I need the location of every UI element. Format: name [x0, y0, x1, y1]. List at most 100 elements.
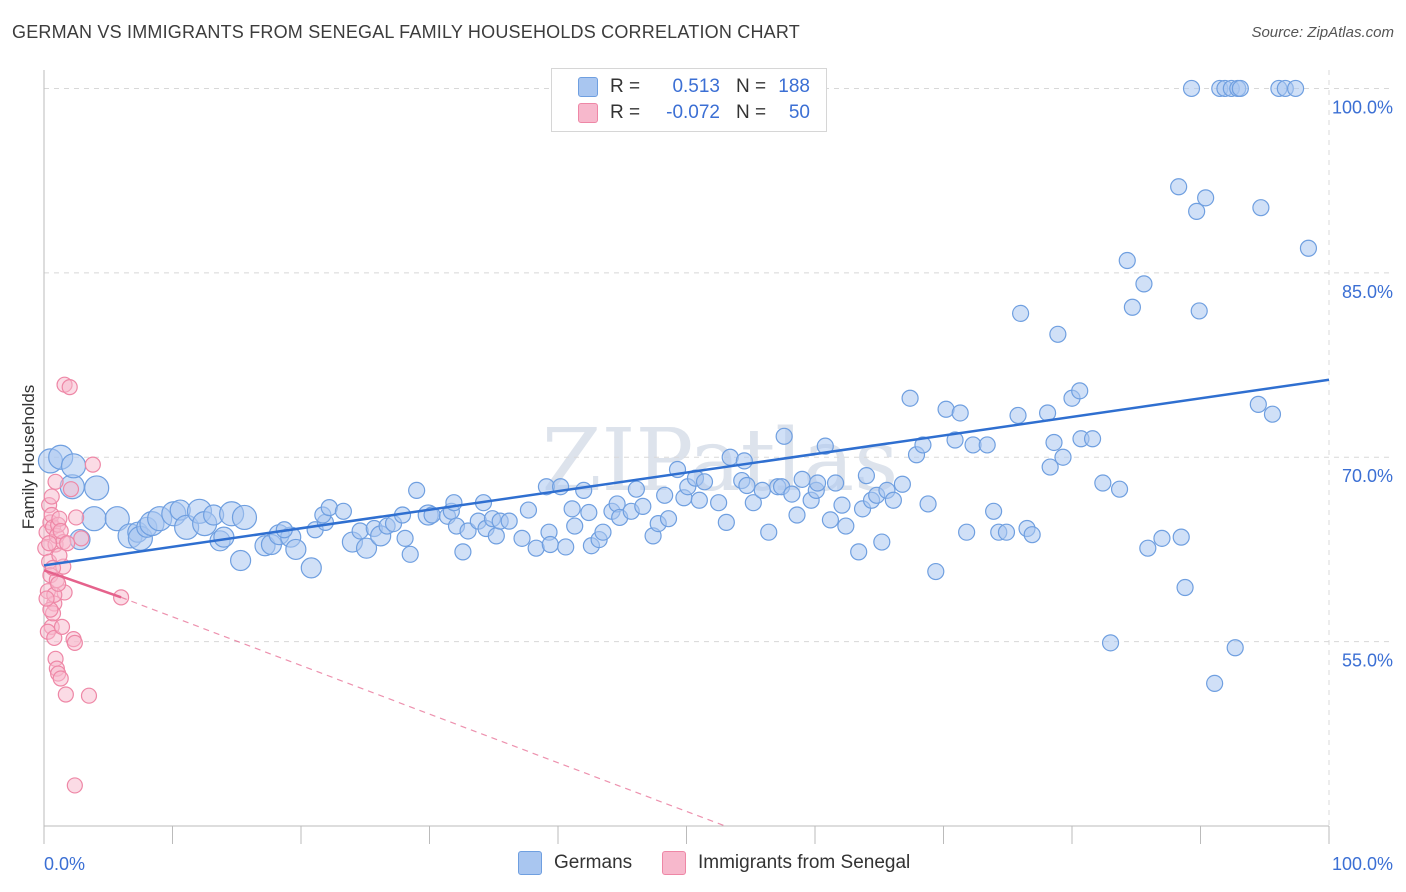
senegal-point: [85, 457, 100, 472]
germans-point: [1024, 527, 1040, 543]
germans-point: [736, 453, 752, 469]
germans-point: [1119, 253, 1135, 269]
n-value: 50: [770, 102, 810, 124]
germans-point: [874, 534, 890, 550]
germans-point: [455, 544, 471, 560]
legend-item-senegal[interactable]: Immigrants from Senegal: [662, 851, 910, 875]
germans-swatch: [578, 77, 598, 97]
germans-point: [657, 487, 673, 503]
germans-point: [711, 495, 727, 511]
germans-point: [397, 530, 413, 546]
germans-point: [595, 524, 611, 540]
germans-point: [1055, 449, 1071, 465]
germans-point: [542, 536, 558, 552]
germans-point: [1227, 640, 1243, 656]
senegal-point: [74, 531, 89, 546]
germans-point: [1136, 276, 1152, 292]
germans-point: [1072, 383, 1088, 399]
germans-point: [402, 546, 418, 562]
germans-point: [488, 528, 504, 544]
germans-point: [696, 474, 712, 490]
y-tick-label: 85.0%: [1342, 282, 1393, 302]
senegal-point: [63, 482, 78, 497]
germans-point: [1095, 475, 1111, 491]
germans-point: [231, 550, 251, 570]
germans-point: [1140, 540, 1156, 556]
germans-point: [1124, 299, 1140, 315]
germans-point: [514, 530, 530, 546]
germans-point: [722, 449, 738, 465]
y-axis-label: Family Households: [19, 385, 38, 530]
n-label: N =: [736, 102, 770, 124]
germans-point: [858, 468, 874, 484]
germans-point: [794, 471, 810, 487]
germans-point: [528, 540, 544, 556]
germans-point: [902, 390, 918, 406]
germans-point: [1184, 80, 1200, 96]
germans-point: [62, 454, 86, 478]
germans-point: [581, 505, 597, 521]
r-label: R =: [610, 102, 650, 124]
germans-point: [1232, 80, 1248, 96]
series-legend: Germans Immigrants from Senegal: [0, 851, 1406, 877]
senegal-point: [67, 635, 82, 650]
y-tick-label: 70.0%: [1342, 466, 1393, 486]
germans-point: [928, 564, 944, 580]
germans-point: [321, 500, 337, 516]
legend-item-germans[interactable]: Germans: [518, 851, 632, 875]
germans-point: [1177, 580, 1193, 596]
germans-point: [1112, 481, 1128, 497]
germans-point: [1189, 203, 1205, 219]
germans-point: [1264, 406, 1280, 422]
germans-point: [82, 507, 106, 531]
n-label: N =: [736, 76, 770, 98]
germans-point: [838, 518, 854, 534]
germans-point: [754, 482, 770, 498]
germans-point: [739, 477, 755, 493]
germans-points: [38, 80, 1316, 691]
germans-point: [567, 518, 583, 534]
germans-point: [998, 524, 1014, 540]
germans-point: [810, 475, 826, 491]
germans-point: [214, 527, 234, 547]
germans-point: [822, 512, 838, 528]
germans-point: [885, 492, 901, 508]
germans-point: [661, 511, 677, 527]
germans-point: [1013, 305, 1029, 321]
germans-point: [85, 476, 109, 500]
germans-point: [761, 524, 777, 540]
n-value: 188: [770, 76, 810, 98]
senegal-legend-label: Immigrants from Senegal: [698, 852, 910, 874]
germans-point: [979, 437, 995, 453]
germans-point: [834, 497, 850, 513]
senegal-point: [67, 778, 82, 793]
germans-legend-label: Germans: [554, 852, 632, 874]
germans-point: [446, 495, 462, 511]
senegal-point: [42, 536, 57, 551]
germans-point: [718, 514, 734, 530]
germans-point: [920, 496, 936, 512]
senegal-trend-extension: [121, 597, 725, 826]
senegal-point: [62, 380, 77, 395]
stats-legend: R = 0.513 N = 188 R = -0.072 N = 50: [551, 68, 827, 132]
germans-point: [501, 513, 517, 529]
germans-point: [784, 486, 800, 502]
germans-point: [232, 505, 256, 529]
germans-point: [952, 405, 968, 421]
germans-point: [986, 503, 1002, 519]
senegal-point: [44, 489, 59, 504]
germans-point: [635, 498, 651, 514]
germans-point: [1207, 675, 1223, 691]
germans-point: [1250, 396, 1266, 412]
germans-point: [576, 482, 592, 498]
legend-row-germans: R = 0.513 N = 188: [578, 75, 810, 99]
germans-point: [1103, 635, 1119, 651]
r-value: 0.513: [650, 76, 720, 98]
germans-point: [959, 524, 975, 540]
germans-point: [558, 539, 574, 555]
senegal-point: [48, 474, 63, 489]
germans-point: [1288, 80, 1304, 96]
germans-point: [1300, 240, 1316, 256]
senegal-point: [54, 619, 69, 634]
germans-point: [1171, 179, 1187, 195]
